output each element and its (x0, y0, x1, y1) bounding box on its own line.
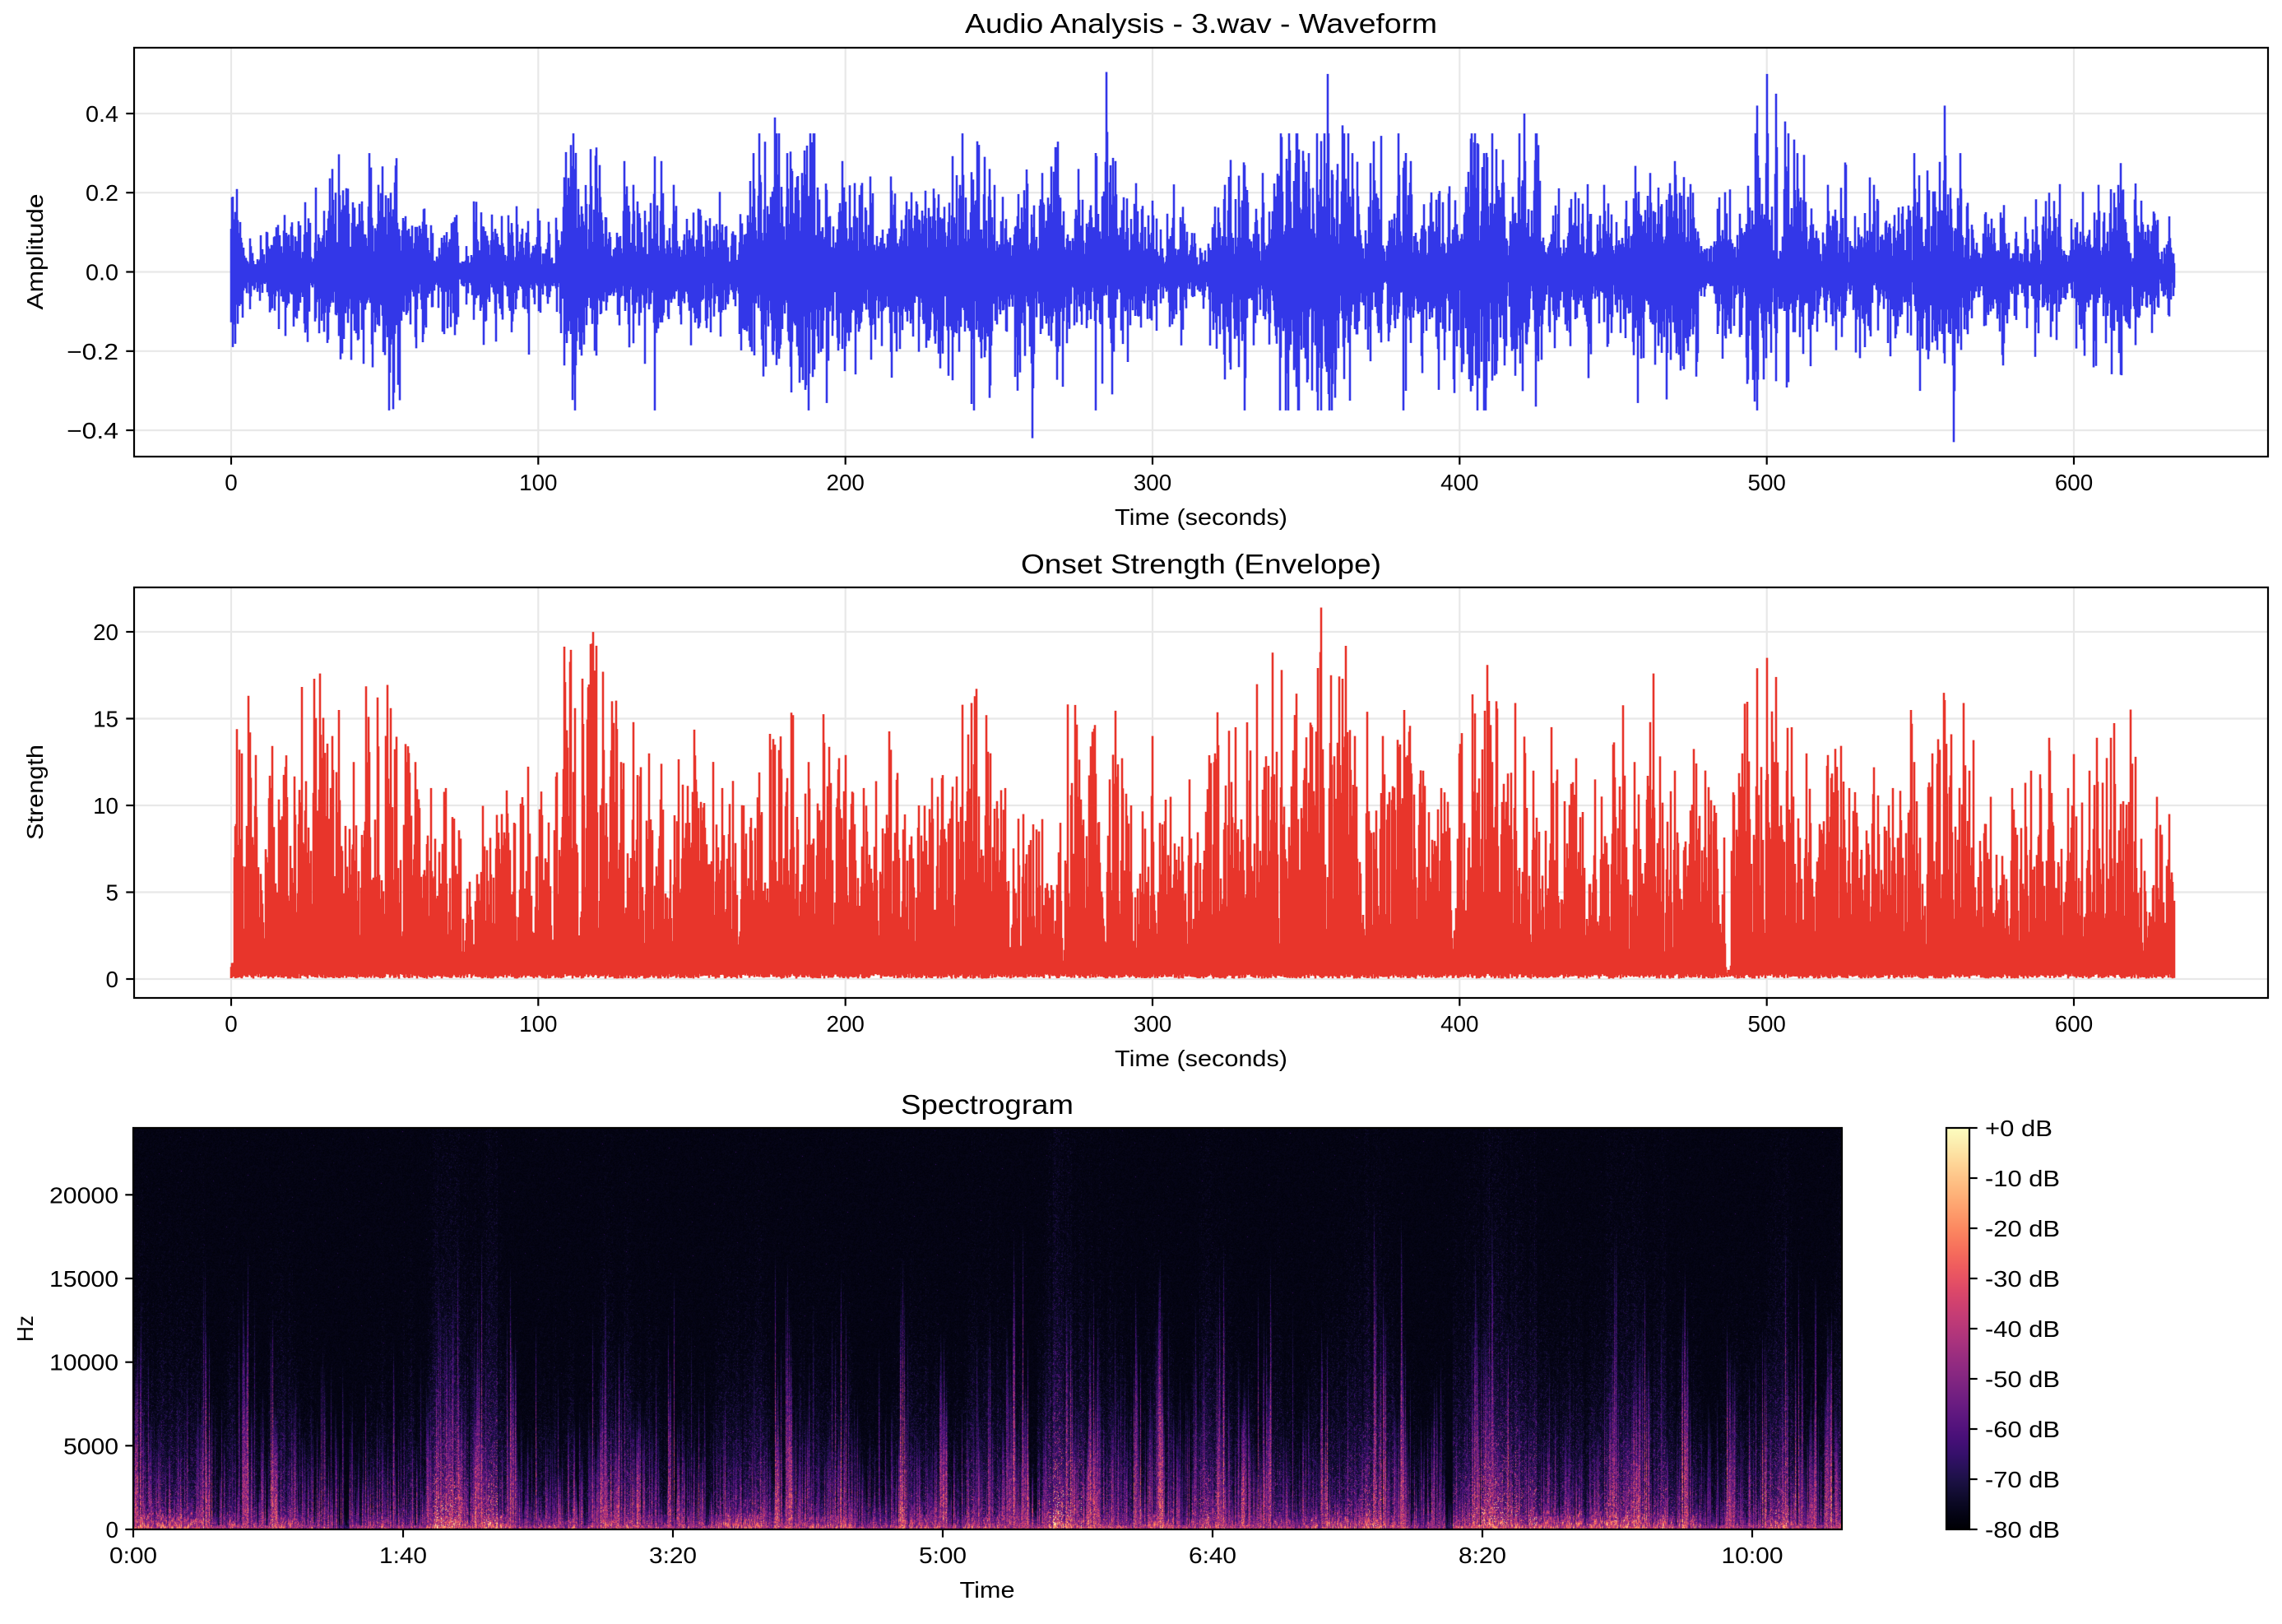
svg-text:5:00: 5:00 (919, 1543, 967, 1568)
svg-text:200: 200 (827, 470, 865, 495)
svg-text:1:40: 1:40 (379, 1543, 427, 1568)
svg-text:-50 dB: -50 dB (1985, 1366, 2060, 1392)
svg-text:−0.4: −0.4 (67, 418, 118, 443)
svg-text:Time (seconds): Time (seconds) (1115, 1046, 1287, 1071)
svg-text:200: 200 (827, 1011, 865, 1037)
svg-text:-60 dB: -60 dB (1985, 1417, 2060, 1442)
svg-text:-80 dB: -80 dB (1985, 1517, 2060, 1543)
svg-text:Spectrogram: Spectrogram (901, 1090, 1074, 1121)
svg-text:Hz: Hz (12, 1315, 38, 1342)
svg-text:10:00: 10:00 (1722, 1543, 1783, 1568)
svg-text:-30 dB: -30 dB (1985, 1266, 2060, 1292)
svg-text:0:00: 0:00 (109, 1543, 157, 1568)
svg-text:3:20: 3:20 (649, 1543, 697, 1568)
svg-text:−0.2: −0.2 (67, 339, 118, 364)
svg-text:300: 300 (1134, 470, 1171, 495)
svg-text:6:40: 6:40 (1189, 1543, 1236, 1568)
svg-text:5: 5 (106, 880, 118, 906)
svg-text:0: 0 (106, 967, 118, 992)
svg-text:Amplitude: Amplitude (22, 194, 48, 310)
svg-text:0: 0 (225, 470, 237, 495)
svg-text:300: 300 (1134, 1011, 1171, 1037)
svg-text:0: 0 (106, 1517, 118, 1543)
svg-text:0: 0 (225, 1011, 237, 1037)
svg-text:-20 dB: -20 dB (1985, 1216, 2060, 1241)
svg-text:0.0: 0.0 (86, 260, 118, 285)
svg-text:15000: 15000 (49, 1266, 118, 1292)
svg-text:0.4: 0.4 (86, 101, 118, 127)
svg-text:10: 10 (93, 793, 118, 819)
svg-text:20000: 20000 (49, 1182, 118, 1208)
svg-text:0.2: 0.2 (86, 180, 118, 206)
svg-text:500: 500 (1748, 470, 1786, 495)
svg-text:-70 dB: -70 dB (1985, 1467, 2060, 1492)
svg-text:8:20: 8:20 (1459, 1543, 1506, 1568)
svg-text:15: 15 (93, 707, 118, 732)
svg-text:100: 100 (519, 470, 557, 495)
svg-text:100: 100 (519, 1011, 557, 1037)
svg-text:-40 dB: -40 dB (1985, 1316, 2060, 1342)
svg-text:600: 600 (2055, 1011, 2093, 1037)
svg-text:400: 400 (1440, 1011, 1478, 1037)
svg-text:-10 dB: -10 dB (1985, 1166, 2060, 1191)
svg-text:5000: 5000 (63, 1433, 118, 1459)
svg-text:600: 600 (2055, 470, 2093, 495)
svg-text:Time (seconds): Time (seconds) (1115, 504, 1287, 530)
svg-text:Strength: Strength (22, 745, 48, 840)
svg-text:+0 dB: +0 dB (1985, 1116, 2052, 1141)
svg-text:Audio Analysis - 3.wav - Wavef: Audio Analysis - 3.wav - Waveform (965, 9, 1437, 39)
svg-text:400: 400 (1440, 470, 1478, 495)
svg-text:Time: Time (960, 1577, 1015, 1603)
svg-text:20: 20 (93, 619, 118, 645)
svg-text:Onset Strength (Envelope): Onset Strength (Envelope) (1021, 550, 1381, 580)
svg-text:500: 500 (1748, 1011, 1786, 1037)
svg-text:10000: 10000 (49, 1350, 118, 1376)
